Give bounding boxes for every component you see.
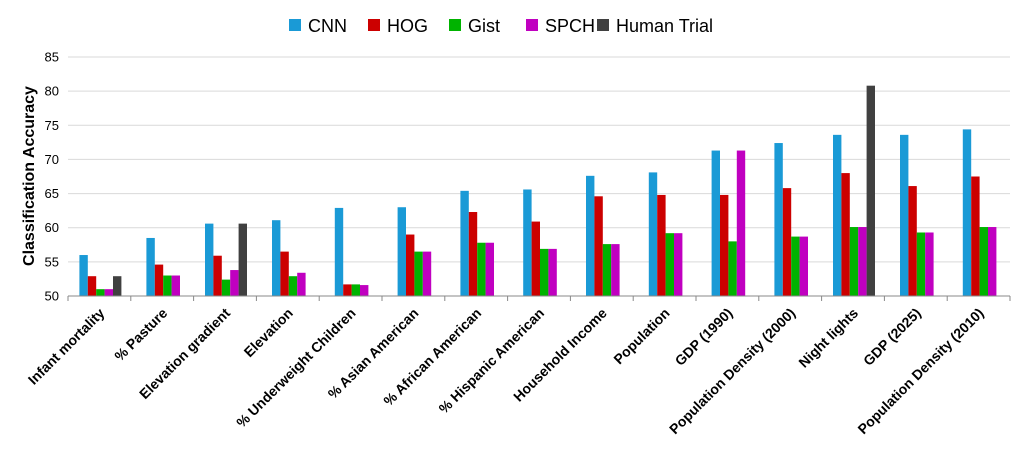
y-tick-label: 60 — [45, 220, 59, 235]
bar-cnn — [205, 223, 214, 296]
bar-gist — [540, 248, 549, 296]
y-tick-label: 80 — [45, 84, 59, 99]
bar-spch — [171, 275, 180, 296]
y-tick-label: 50 — [45, 289, 59, 304]
legend-swatch — [449, 19, 461, 31]
bar-hog — [280, 251, 289, 296]
bar-gist — [414, 251, 423, 296]
legend-label: CNN — [308, 16, 347, 36]
bar-hog — [971, 176, 980, 296]
bar-human-trial — [238, 223, 247, 296]
bar-gist — [96, 289, 105, 296]
bar-hog — [657, 194, 666, 296]
x-tick-label: Night lights — [795, 305, 861, 371]
legend-label: Human Trial — [616, 16, 713, 36]
x-tick-label: Infant mortality — [25, 305, 108, 388]
y-tick-label: 55 — [45, 254, 59, 269]
bar-gist — [288, 276, 298, 296]
legend-swatch — [289, 19, 301, 31]
bar-gist — [163, 275, 172, 296]
bar-hog — [908, 186, 917, 296]
bar-spch — [611, 244, 620, 296]
legend-label: SPCH — [545, 16, 595, 36]
bar-hog — [87, 276, 97, 296]
legend: CNN HOG Gist SPCH Human Trial — [289, 16, 713, 36]
y-axis: 50 55 60 65 70 75 80 85 — [45, 50, 59, 304]
bar-cnn — [833, 134, 842, 296]
bar-spch — [360, 285, 369, 296]
bar-hog — [468, 212, 478, 296]
bar-spch — [485, 242, 494, 296]
bar-hog — [213, 255, 222, 296]
bar-hog — [782, 188, 792, 296]
bar-gist — [221, 279, 231, 296]
bar-human-trial — [866, 85, 875, 297]
bar-gist — [849, 227, 859, 296]
bar-spch — [297, 272, 306, 296]
bar-gist — [979, 227, 988, 296]
bar-hog — [531, 221, 540, 296]
y-tick-label: 70 — [45, 152, 59, 167]
bar-hog — [841, 173, 850, 296]
bar-hog — [154, 264, 164, 296]
y-axis-label: Classification Accuracy — [21, 86, 38, 266]
bar-spch — [925, 232, 934, 296]
bar-gist — [791, 236, 800, 296]
bar-gist — [602, 244, 612, 296]
bar-cnn — [774, 143, 783, 296]
bar-spch — [230, 270, 239, 296]
x-tick-label: % Pasture — [111, 305, 170, 364]
y-tick-label: 75 — [45, 118, 59, 133]
bar-spch — [104, 289, 113, 296]
x-tick-label: GDP (2025) — [860, 305, 924, 369]
bar-cnn — [523, 189, 532, 296]
bar-spch — [858, 227, 867, 296]
x-tick-label: % Hispanic American — [435, 305, 547, 417]
bar-cnn — [900, 134, 909, 296]
bar-gist — [728, 241, 737, 296]
legend-swatch — [368, 19, 380, 31]
y-tick-label: 85 — [45, 50, 59, 65]
x-tick-label: Population Density (2000) — [666, 305, 798, 437]
bar-cnn — [711, 150, 720, 296]
bar-cnn — [397, 207, 406, 296]
bar-cnn — [272, 220, 281, 296]
bar-hog — [720, 194, 729, 296]
bar-hog — [594, 196, 603, 296]
bar-spch — [674, 233, 683, 296]
x-tick-label: GDP (1990) — [672, 305, 736, 369]
bar-cnn — [460, 190, 469, 296]
bar-spch — [736, 150, 746, 296]
bar-cnn — [586, 175, 595, 296]
x-tick-label: Population Density (2010) — [854, 305, 986, 437]
plot-area — [79, 85, 997, 297]
x-tick-label: Population — [610, 305, 672, 367]
bar-gist — [477, 242, 486, 296]
bar-cnn — [648, 172, 658, 296]
x-tick-label: % Underweight Children — [233, 305, 359, 431]
bar-gist — [665, 233, 674, 296]
bar-cnn — [334, 207, 344, 296]
bar-human-trial — [113, 276, 122, 296]
bar-hog — [343, 284, 352, 296]
bar-spch — [548, 248, 557, 296]
bar-gist — [351, 284, 360, 296]
bar-cnn — [79, 255, 88, 296]
y-tick-label: 65 — [45, 186, 59, 201]
legend-swatch — [597, 19, 609, 31]
legend-label: Gist — [468, 16, 500, 36]
bar-gist — [916, 232, 926, 296]
bar-cnn — [146, 237, 155, 296]
bar-hog — [406, 234, 415, 296]
legend-label: HOG — [387, 16, 428, 36]
bar-spch — [422, 251, 432, 296]
x-tick-label: Elevation — [241, 305, 296, 360]
bar-cnn — [962, 129, 972, 296]
legend-swatch — [526, 19, 538, 31]
bar-spch — [799, 236, 808, 296]
bar-spch — [988, 227, 997, 296]
